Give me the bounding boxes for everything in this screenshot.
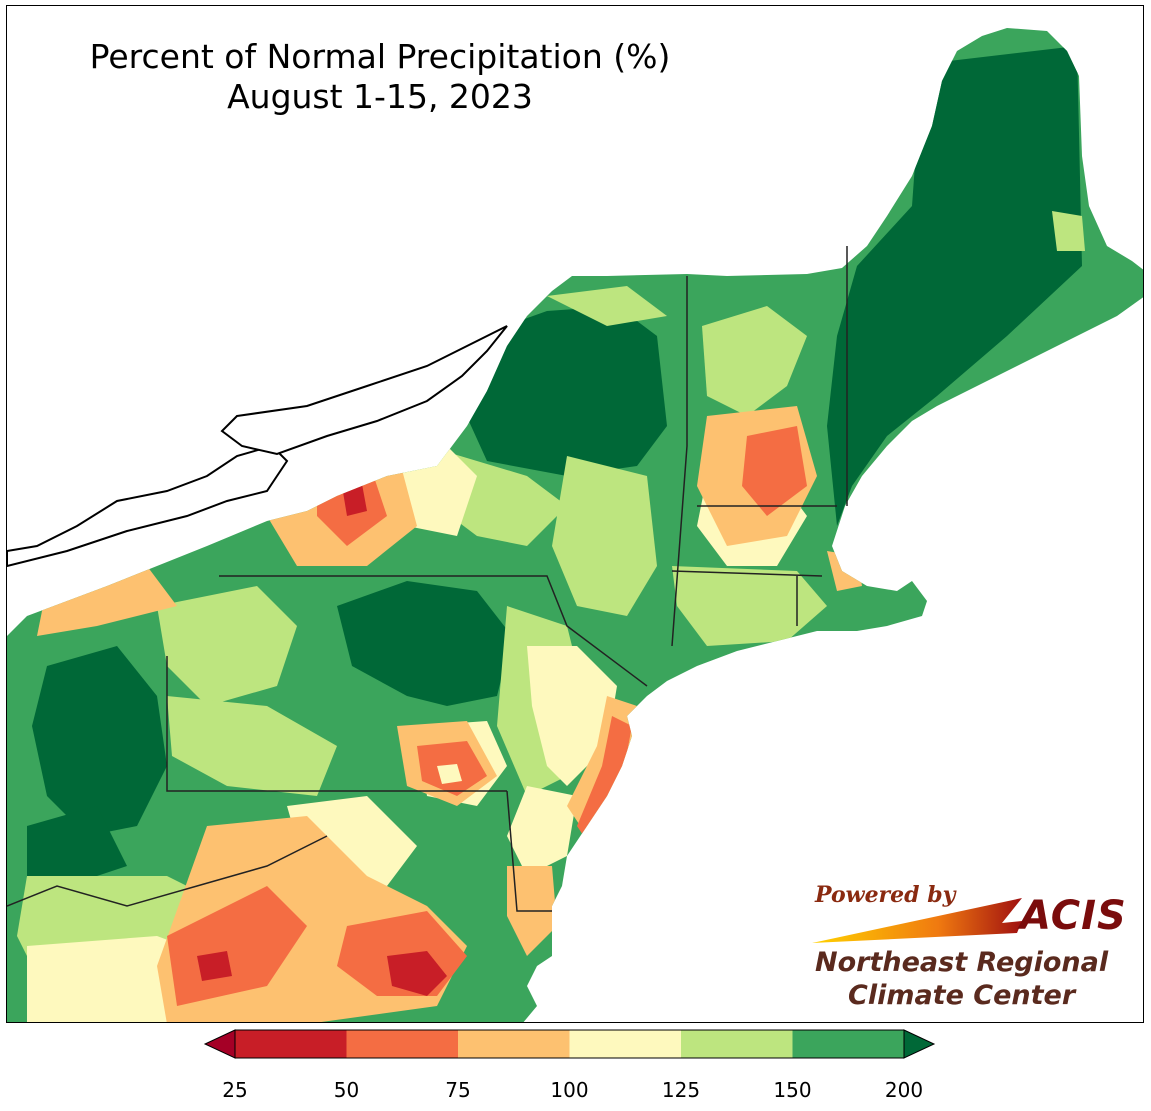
legend-tick-label: 50 xyxy=(333,1078,360,1102)
legend-tick-label: 125 xyxy=(661,1078,701,1102)
legend-bin-25-50 xyxy=(235,1030,347,1058)
org-name-line2: Climate Center xyxy=(848,980,1076,1011)
legend-under-arrow xyxy=(203,1029,236,1059)
org-name-line1: Northeast Regional xyxy=(815,947,1109,978)
legend-tick-label: 75 xyxy=(445,1078,471,1102)
legend-bin-50-75 xyxy=(346,1030,458,1058)
acis-swoosh-icon xyxy=(812,898,1022,943)
state-borders xyxy=(7,246,848,912)
legend-tick-label: 25 xyxy=(222,1078,248,1102)
precipitation-map xyxy=(7,28,1143,1022)
powered-by-label: Powered by xyxy=(815,882,956,908)
legend-bin-75-100 xyxy=(458,1030,570,1058)
legend-tick-label: 200 xyxy=(884,1078,924,1102)
coastline-and-lakes xyxy=(7,325,508,568)
legend-bin-100-125 xyxy=(569,1030,681,1058)
legend-over-arrow xyxy=(903,1029,936,1059)
acis-label: ACIS xyxy=(1020,893,1127,939)
map-title: Percent of Normal Precipitation (%) xyxy=(89,37,671,76)
map-date-range: August 1-15, 2023 xyxy=(227,77,533,116)
legend-bin-150-200 xyxy=(792,1030,904,1058)
legend-bin-125-150 xyxy=(681,1030,793,1058)
legend-frame xyxy=(234,1029,905,1059)
legend-tick-label: 100 xyxy=(550,1078,589,1102)
colorbar-legend xyxy=(203,1029,936,1059)
legend-tick-label: 150 xyxy=(773,1078,812,1102)
map-panel xyxy=(6,5,1144,1023)
